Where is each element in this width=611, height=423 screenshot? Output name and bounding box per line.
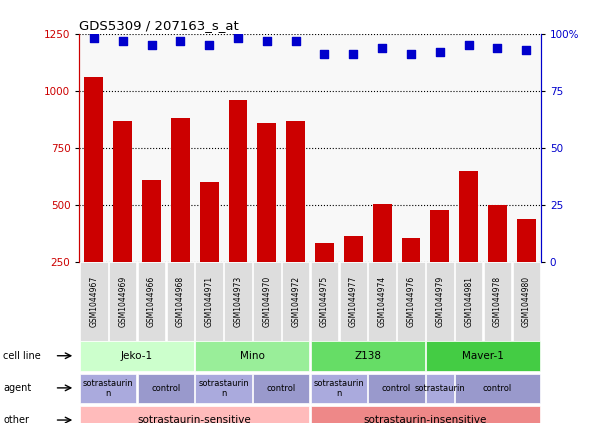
Bar [488,205,507,262]
Point [521,47,531,53]
Text: GSM1044967: GSM1044967 [89,276,98,327]
Point [147,42,156,49]
Bar [315,243,334,262]
Text: GSM1044970: GSM1044970 [262,276,271,327]
Text: GSM1044973: GSM1044973 [233,276,243,327]
Bar [401,238,420,262]
Bar [431,210,449,262]
Bar [142,180,161,262]
Text: control: control [152,384,180,393]
Bar [113,121,132,262]
Point [492,44,502,51]
Point [348,51,358,58]
Point [464,42,474,49]
Bar [171,118,189,262]
Bar [373,204,392,262]
Bar [84,77,103,262]
Text: sotrastaurin: sotrastaurin [414,384,465,393]
Text: cell line: cell line [3,351,41,361]
Text: Maver-1: Maver-1 [462,351,504,361]
Text: sotrastaurin
n: sotrastaurin n [198,379,249,398]
Text: GSM1044972: GSM1044972 [291,276,300,327]
Bar [517,219,536,262]
Point [118,37,128,44]
Text: GSM1044979: GSM1044979 [435,276,444,327]
Point [435,49,445,55]
Text: Z138: Z138 [354,351,381,361]
Text: GSM1044975: GSM1044975 [320,276,329,327]
Text: GSM1044969: GSM1044969 [118,276,127,327]
Point [204,42,214,49]
Text: Mino: Mino [240,351,265,361]
Point [233,35,243,42]
Text: GSM1044978: GSM1044978 [493,276,502,327]
Point [320,51,329,58]
Text: GSM1044980: GSM1044980 [522,276,531,327]
Bar [229,100,247,262]
Bar [200,182,219,262]
Bar [459,171,478,262]
Text: GSM1044974: GSM1044974 [378,276,387,327]
Text: control: control [483,384,512,393]
Point [262,37,272,44]
Text: GDS5309 / 207163_s_at: GDS5309 / 207163_s_at [79,19,239,32]
Point [291,37,301,44]
Text: sotrastaurin
n: sotrastaurin n [313,379,364,398]
Text: control: control [382,384,411,393]
Text: other: other [3,415,29,423]
Text: GSM1044977: GSM1044977 [349,276,358,327]
Text: control: control [266,384,296,393]
Text: sotrastaurin
n: sotrastaurin n [83,379,134,398]
Text: GSM1044968: GSM1044968 [176,276,185,327]
Text: GSM1044976: GSM1044976 [406,276,415,327]
Bar [344,236,363,262]
Bar [287,121,305,262]
Text: Jeko-1: Jeko-1 [121,351,153,361]
Text: sotrastaurin-insensitive: sotrastaurin-insensitive [364,415,487,423]
Text: GSM1044971: GSM1044971 [205,276,214,327]
Text: sotrastaurin-sensitive: sotrastaurin-sensitive [138,415,252,423]
Text: GSM1044966: GSM1044966 [147,276,156,327]
Text: GSM1044981: GSM1044981 [464,276,473,327]
Bar [257,123,276,262]
Point [377,44,387,51]
Point [89,35,99,42]
Point [406,51,416,58]
Point [175,37,185,44]
Text: agent: agent [3,383,31,393]
